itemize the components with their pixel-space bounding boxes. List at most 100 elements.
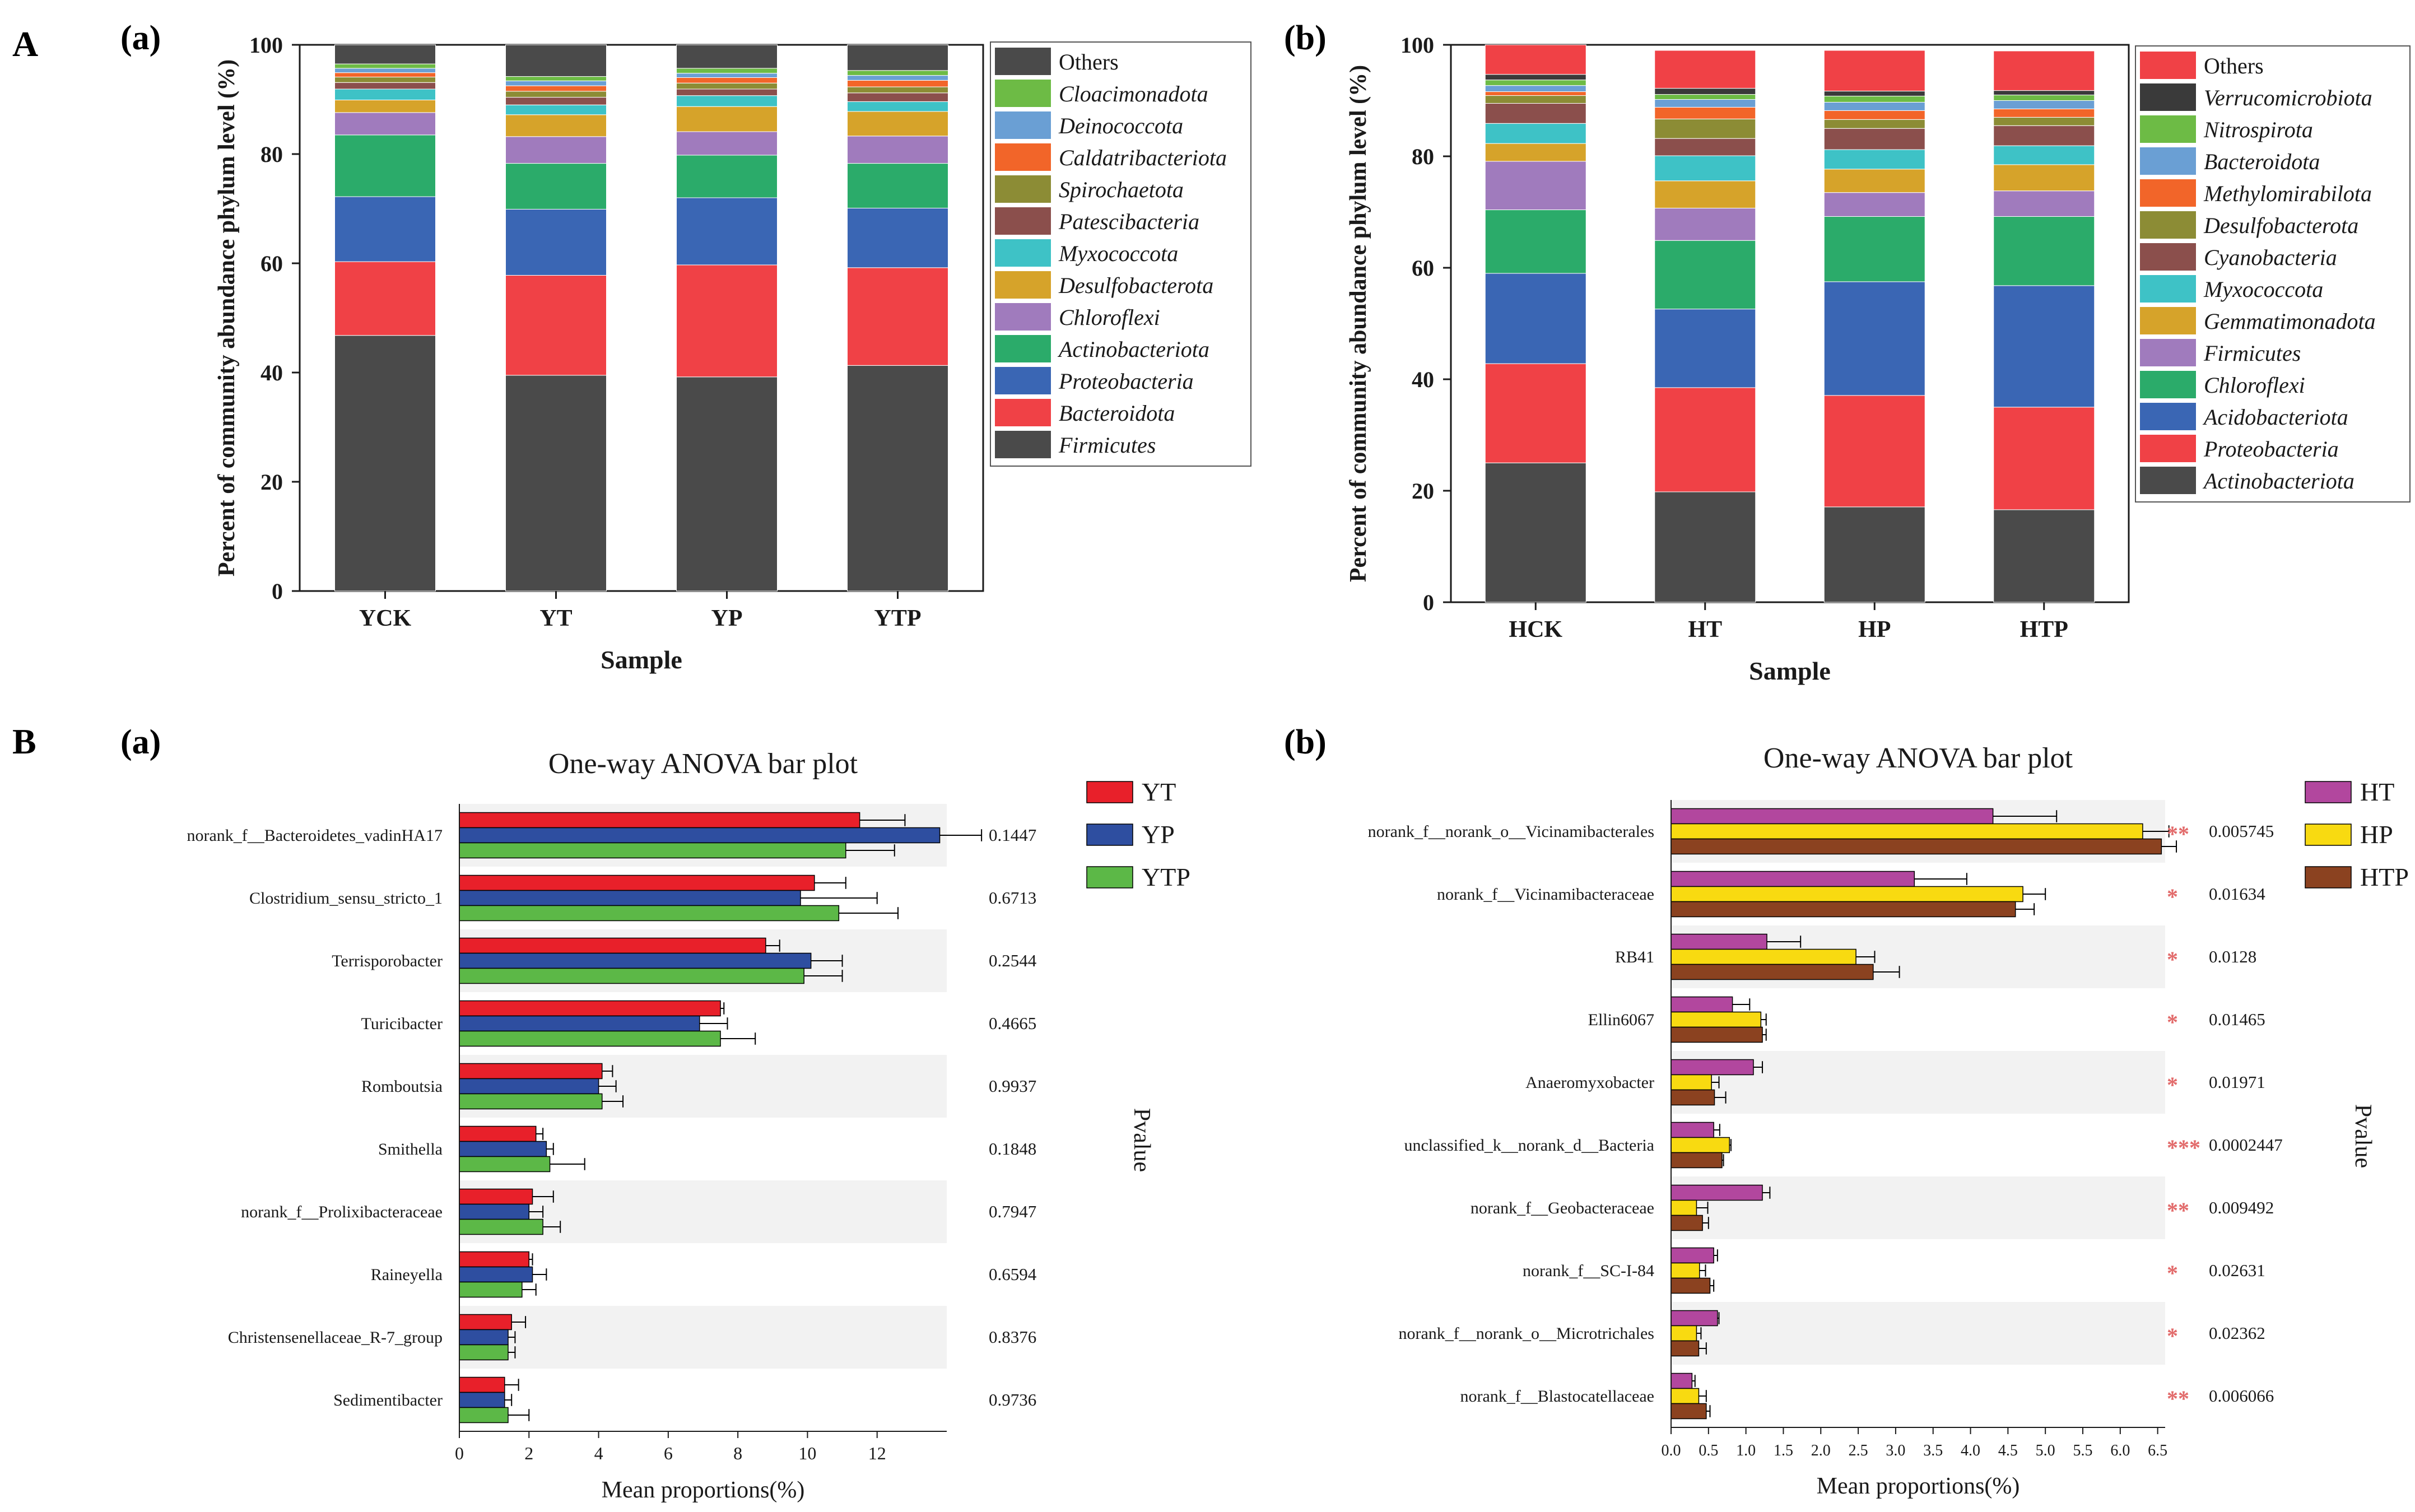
bar-yt bbox=[459, 1125, 537, 1142]
bar-segment-acidobacteriota bbox=[1823, 281, 1925, 396]
legend-swatch-bacteroidota bbox=[2140, 147, 2196, 175]
bar-ht bbox=[1671, 1059, 1754, 1076]
y-tick-label: 0 bbox=[272, 579, 283, 604]
bar-ht bbox=[1671, 996, 1733, 1013]
legend-label-htp: HTP bbox=[2360, 863, 2409, 891]
bar-segment-caldatribacteriota bbox=[505, 85, 607, 92]
bar-yt bbox=[459, 1314, 512, 1330]
x-tick-label: 3.0 bbox=[1886, 1442, 1905, 1459]
bar-segment-caldatribacteriota bbox=[847, 80, 948, 87]
x-tick-label: 1.5 bbox=[1774, 1442, 1793, 1459]
x-tick-label: 10 bbox=[798, 1443, 816, 1463]
legend-swatch-deinococcota bbox=[995, 111, 1051, 139]
bar-segment-chloroflexi bbox=[334, 112, 436, 136]
y-tick-label: 0 bbox=[1423, 590, 1434, 615]
p-value: 0.0002447 bbox=[2209, 1135, 2283, 1155]
x-tick-label: 4.5 bbox=[1998, 1442, 2018, 1459]
legend-label-caldatribacteriota: Caldatribacteriota bbox=[1059, 145, 1227, 170]
bar-segment-firmicutes bbox=[505, 375, 607, 592]
bar-ytp bbox=[459, 1218, 543, 1235]
bar-segment-chloroflexi bbox=[847, 136, 948, 164]
x-tick-label: 0 bbox=[455, 1443, 464, 1463]
bar-yp bbox=[459, 1392, 505, 1408]
bar-segment-acidobacteriota bbox=[1993, 285, 2095, 408]
p-value: 0.6713 bbox=[989, 888, 1036, 908]
bar-segment-desulfobacterota bbox=[1654, 118, 1756, 139]
bar-yp bbox=[459, 1078, 599, 1095]
bar-segment-gemmatimonadota bbox=[1485, 143, 1586, 162]
bar-yp bbox=[459, 952, 812, 969]
legend-label-verrucomicrobiota: Verrucomicrobiota bbox=[2204, 85, 2372, 110]
category-label: norank_f__Bacteroidetes_vadinHA17 bbox=[187, 826, 443, 845]
y-tick-label: 60 bbox=[1412, 255, 1434, 281]
legend-swatch-actinobacteriota bbox=[995, 335, 1051, 362]
bar-htp bbox=[1671, 1340, 1700, 1357]
legend-swatch-methylomirabilota bbox=[2140, 179, 2196, 207]
legend-label-yp: YP bbox=[1142, 820, 1175, 849]
bar-segment-actinobacteriota bbox=[847, 163, 948, 209]
p-value: 0.01971 bbox=[2209, 1072, 2265, 1092]
legend-swatch-yt bbox=[1086, 781, 1133, 803]
bar-segment-bacteroidota bbox=[505, 275, 607, 376]
legend-label-hp: HP bbox=[2360, 820, 2393, 849]
x-tick-label: 2.5 bbox=[1849, 1442, 1868, 1459]
bar-segment-others bbox=[1993, 50, 2095, 91]
bar-segment-others bbox=[1654, 50, 1756, 89]
legend-label-chloroflexi: Chloroflexi bbox=[2204, 373, 2305, 398]
x-tick-label: 6 bbox=[664, 1443, 673, 1463]
x-tick-label: 2 bbox=[524, 1443, 533, 1463]
legend-swatch-verrucomicrobiota bbox=[2140, 83, 2196, 111]
legend-swatch-myxococcota bbox=[2140, 275, 2196, 303]
bar-segment-methylomirabilota bbox=[1823, 110, 1925, 120]
p-value: 0.9736 bbox=[989, 1390, 1036, 1409]
legend-swatch-htp bbox=[2305, 866, 2352, 888]
bar-segment-desulfobacterota bbox=[847, 111, 948, 137]
bar-segment-methylomirabilota bbox=[1485, 91, 1586, 96]
p-value: 0.1848 bbox=[989, 1139, 1036, 1159]
bar-ytp bbox=[459, 1156, 551, 1173]
category-label: Anaeromyxobacter bbox=[1525, 1073, 1654, 1092]
p-value: 0.02631 bbox=[2209, 1260, 2265, 1280]
bar-segment-others bbox=[505, 44, 607, 77]
chart-title: One-way ANOVA bar plot bbox=[1763, 742, 2073, 774]
x-tick-label: 6.5 bbox=[2148, 1442, 2167, 1459]
bar-segment-chloroflexi bbox=[1993, 216, 2095, 286]
bar-segment-acidobacteriota bbox=[1654, 309, 1756, 388]
bar-yp bbox=[459, 890, 801, 906]
significance-stars: *** bbox=[2167, 1135, 2200, 1160]
bar-hp bbox=[1671, 1199, 1697, 1216]
y-tick-label: 100 bbox=[249, 32, 283, 58]
significance-stars: * bbox=[2167, 1009, 2178, 1035]
legend-swatch-caldatribacteriota bbox=[995, 143, 1051, 171]
legend-label-acidobacteriota: Acidobacteriota bbox=[2202, 404, 2348, 430]
x-tick-label: 5.5 bbox=[2073, 1442, 2093, 1459]
bar-segment-chloroflexi bbox=[505, 136, 607, 164]
bar-htp bbox=[1671, 1277, 1711, 1294]
bar-hp bbox=[1671, 1388, 1700, 1404]
bar-htp bbox=[1671, 1215, 1703, 1231]
significance-stars: ** bbox=[2167, 1386, 2189, 1411]
bar-segment-firmicutes bbox=[334, 335, 436, 592]
bar-hp bbox=[1671, 1325, 1697, 1342]
legend-swatch-hp bbox=[2305, 824, 2352, 846]
plot-frame bbox=[299, 44, 984, 592]
legend-swatch-actinobacteriota bbox=[2140, 467, 2196, 494]
legend-label-methylomirabilota: Methylomirabilota bbox=[2203, 181, 2372, 206]
bar-segment-chloroflexi bbox=[1823, 216, 1925, 282]
y-tick-label: 80 bbox=[260, 142, 283, 167]
category-label: Smithella bbox=[378, 1140, 443, 1159]
category-label: Sedimentibacter bbox=[333, 1391, 443, 1409]
panel-label-Ab: (b) bbox=[1284, 19, 1327, 57]
x-tick-label: HT bbox=[1688, 617, 1722, 643]
y-tick-label: 20 bbox=[260, 469, 283, 495]
bar-ht bbox=[1671, 808, 1994, 825]
bar-segment-cyanobacteria bbox=[1993, 125, 2095, 146]
category-label: Turicibacter bbox=[361, 1015, 443, 1033]
bar-segment-proteobacteria bbox=[1485, 363, 1586, 463]
bar-segment-actinobacteriota bbox=[676, 155, 778, 198]
x-tick-label: HP bbox=[1858, 617, 1891, 643]
category-label: norank_f__norank_o__Vicinamibacterales bbox=[1368, 822, 1654, 841]
stacked-bar-chart-Ab: 0 20 40 60 80 100 HCK HT HP HTP Sample Percent of c… bbox=[1346, 32, 2411, 685]
bar-ht bbox=[1671, 871, 1915, 887]
bar-segment-proteobacteria bbox=[1654, 387, 1756, 492]
